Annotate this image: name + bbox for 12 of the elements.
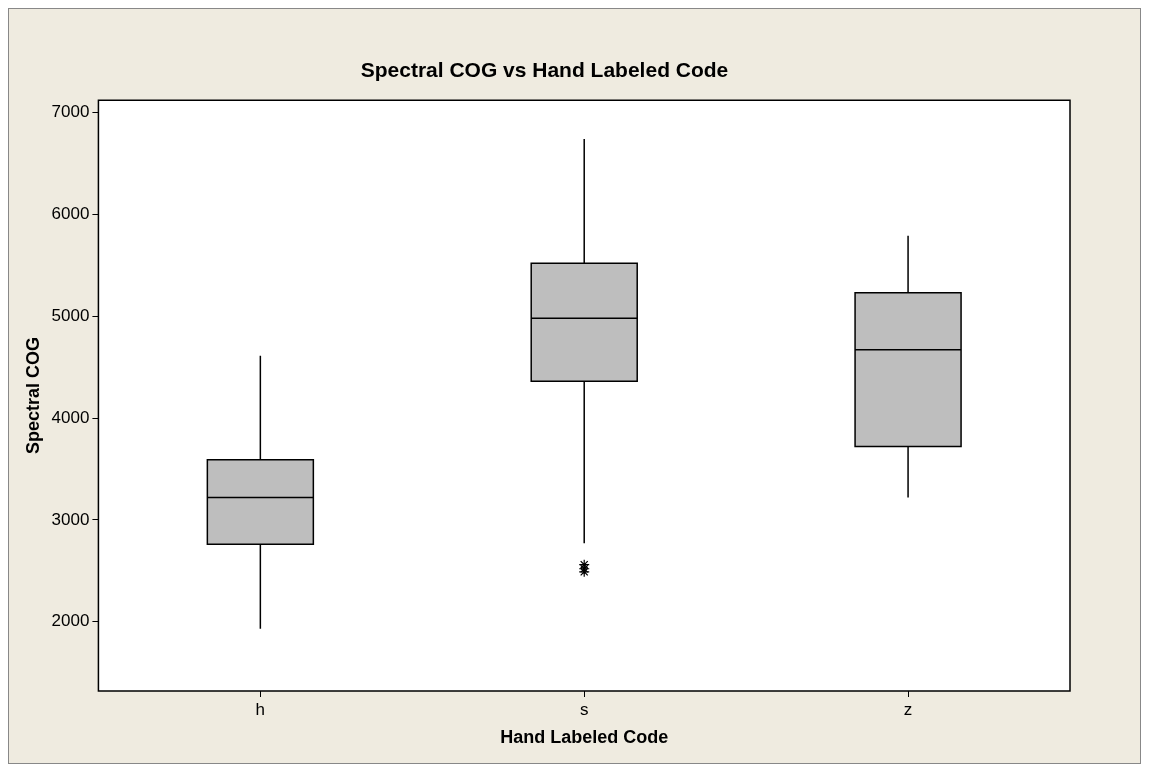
y-tick-label: 4000 — [51, 407, 90, 427]
chart-title: Spectral COG vs Hand Labeled Code — [360, 58, 729, 82]
y-tick-label: 5000 — [51, 305, 90, 325]
y-axis-title: Spectral COG — [22, 337, 43, 455]
y-tick-label: 7000 — [51, 102, 90, 122]
x-tick-label: s — [579, 699, 589, 719]
y-tick-label: 2000 — [51, 611, 90, 631]
x-tick-label: z — [903, 699, 913, 719]
x-axis-title: Hand Labeled Code — [500, 727, 669, 748]
x-tick-label: h — [255, 699, 266, 719]
y-tick-label: 6000 — [51, 203, 90, 223]
y-tick-label: 3000 — [51, 509, 90, 529]
